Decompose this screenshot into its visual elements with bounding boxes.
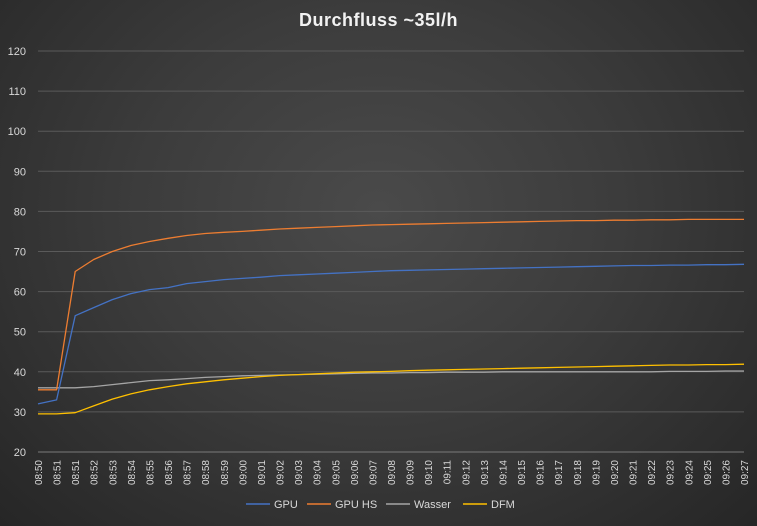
legend-label: Wasser (414, 499, 451, 511)
x-tick-label: 09:00 (238, 460, 249, 485)
series-line-gpu (37, 263, 745, 405)
x-tick-label: 09:27 (740, 460, 751, 485)
y-tick-label: 60 (14, 287, 26, 299)
chart-title: Durchfluss ~35l/h (298, 10, 459, 30)
x-tick-label: 09:12 (461, 460, 472, 485)
x-tick-label: 09:18 (573, 460, 584, 485)
x-tick-label: 09:19 (591, 460, 602, 485)
x-tick-label: 09:06 (350, 460, 361, 485)
x-tick-label: 09:05 (331, 460, 342, 485)
legend-label: GPU (274, 499, 298, 511)
x-tick-label: 09:07 (368, 460, 379, 485)
x-tick-label: 08:52 (90, 460, 101, 485)
x-tick-label: 08:51 (53, 460, 64, 485)
series-line-dfm (38, 363, 745, 415)
x-tick-label: 09:03 (294, 460, 305, 485)
y-tick-label: 70 (14, 247, 26, 259)
legend-label: GPU HS (335, 499, 377, 511)
y-tick-label: 100 (8, 126, 26, 138)
y-tick-label: 50 (14, 327, 26, 339)
x-tick-label: 09:13 (480, 460, 491, 485)
x-tick-label: 08:50 (34, 460, 45, 485)
x-tick-label: 09:11 (443, 460, 454, 485)
legend-label: DFM (491, 499, 515, 511)
x-tick-label: 09:04 (313, 460, 324, 485)
y-tick-label: 80 (14, 206, 26, 218)
y-tick-label: 30 (14, 407, 26, 419)
series-line-wasser (38, 370, 744, 389)
x-tick-label: 09:10 (424, 460, 435, 485)
y-tick-label: 110 (8, 86, 26, 98)
x-tick-label: 08:53 (108, 460, 119, 485)
x-tick-label: 09:21 (629, 460, 640, 485)
x-tick-label: 09:08 (387, 460, 398, 485)
y-tick-label: 40 (14, 367, 26, 379)
x-tick-label: 09:17 (554, 460, 565, 485)
x-tick-label: 09:09 (406, 460, 417, 485)
x-tick-label: 09:24 (684, 460, 695, 485)
x-tick-label: 08:54 (127, 460, 138, 485)
x-tick-label: 09:20 (610, 460, 621, 485)
x-tick-label: 09:25 (703, 460, 714, 485)
y-tick-label: 90 (14, 166, 26, 178)
x-tick-label: 08:55 (145, 460, 156, 485)
x-tick-label: 08:59 (220, 460, 231, 485)
x-tick-label: 09:14 (498, 460, 509, 485)
y-tick-label: 20 (14, 447, 26, 459)
x-tick-label: 09:23 (666, 460, 677, 485)
x-tick-label: 08:58 (201, 460, 212, 485)
x-tick-label: 08:56 (164, 460, 175, 485)
y-tick-label: 120 (8, 46, 26, 58)
x-tick-label: 08:51 (71, 460, 82, 485)
x-tick-label: 09:26 (721, 460, 732, 485)
x-tick-label: 09:01 (257, 460, 268, 485)
x-tick-label: 08:57 (183, 460, 194, 485)
x-tick-label: 09:16 (536, 460, 547, 485)
series-line-gpu-hs (38, 218, 744, 391)
x-tick-label: 09:15 (517, 460, 528, 485)
x-tick-label: 09:02 (276, 460, 287, 485)
x-tick-label: 09:22 (647, 460, 658, 485)
